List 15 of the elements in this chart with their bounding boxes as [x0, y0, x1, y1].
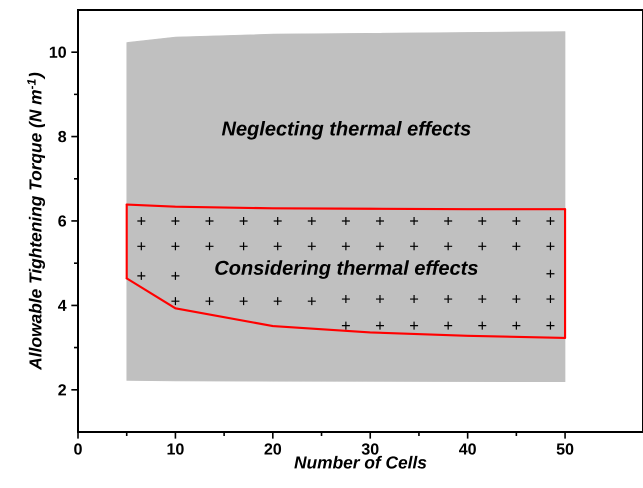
x-tick-label: 30 — [362, 443, 378, 455]
x-tick-label: 40 — [459, 443, 476, 455]
x-tick-label: 50 — [556, 443, 574, 455]
y-tick-label: 4 — [58, 300, 67, 311]
x-tick-label: 0 — [74, 443, 82, 455]
y-axis-title: Allowable Tightening Torque (N m$^{-1}$) — [27, 72, 46, 370]
y-tick-label: 6 — [58, 215, 66, 227]
y-tick-label: 2 — [58, 384, 66, 396]
x-tick-label: 10 — [168, 443, 184, 455]
annotation: Considering thermal effects — [215, 260, 478, 279]
x-axis-title: Number of Cells — [294, 456, 426, 469]
y-tick-label: 8 — [58, 130, 66, 142]
annotation: Neglecting thermal effects — [222, 120, 471, 140]
y-tick-label: 10 — [50, 46, 66, 58]
x-tick-label: 20 — [264, 443, 282, 455]
